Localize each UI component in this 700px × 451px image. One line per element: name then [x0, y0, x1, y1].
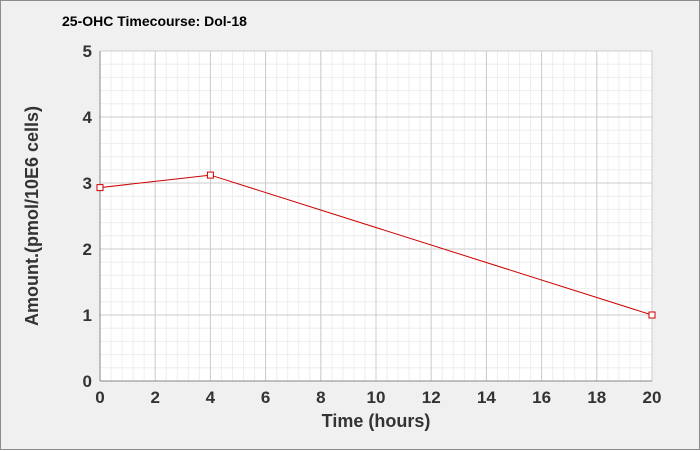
y-tick-label: 1 — [83, 306, 92, 325]
x-axis-title: Time (hours) — [322, 411, 431, 431]
data-point-marker — [96, 184, 104, 192]
x-tick-label: 14 — [477, 388, 496, 407]
x-tick-label: 20 — [643, 388, 662, 407]
x-tick-label: 6 — [261, 388, 270, 407]
y-tick-labels: 0 1 2 3 4 5 — [83, 42, 93, 391]
y-tick-label: 2 — [83, 240, 92, 259]
x-tick-label: 2 — [150, 388, 159, 407]
y-tick-label: 3 — [83, 174, 92, 193]
x-tick-label: 4 — [206, 388, 216, 407]
y-tick-label: 5 — [83, 42, 92, 61]
x-tick-label: 0 — [95, 388, 104, 407]
x-tick-label: 16 — [532, 388, 551, 407]
y-tick-label: 0 — [83, 372, 92, 391]
x-tick-label: 18 — [587, 388, 606, 407]
y-tick-label: 4 — [83, 108, 93, 127]
x-tick-label: 8 — [316, 388, 325, 407]
chart-title: 25-OHC Timecourse: Dol-18 — [62, 13, 247, 29]
data-point-marker — [648, 311, 656, 319]
x-tick-label: 12 — [422, 388, 441, 407]
y-axis-title: Amount.(pmol/10E6 cells) — [22, 106, 42, 326]
x-tick-labels: 0 2 4 6 8 10 12 14 16 18 20 — [95, 388, 661, 407]
data-point-marker — [206, 171, 214, 179]
series-layer — [96, 171, 656, 319]
x-tick-label: 10 — [367, 388, 386, 407]
